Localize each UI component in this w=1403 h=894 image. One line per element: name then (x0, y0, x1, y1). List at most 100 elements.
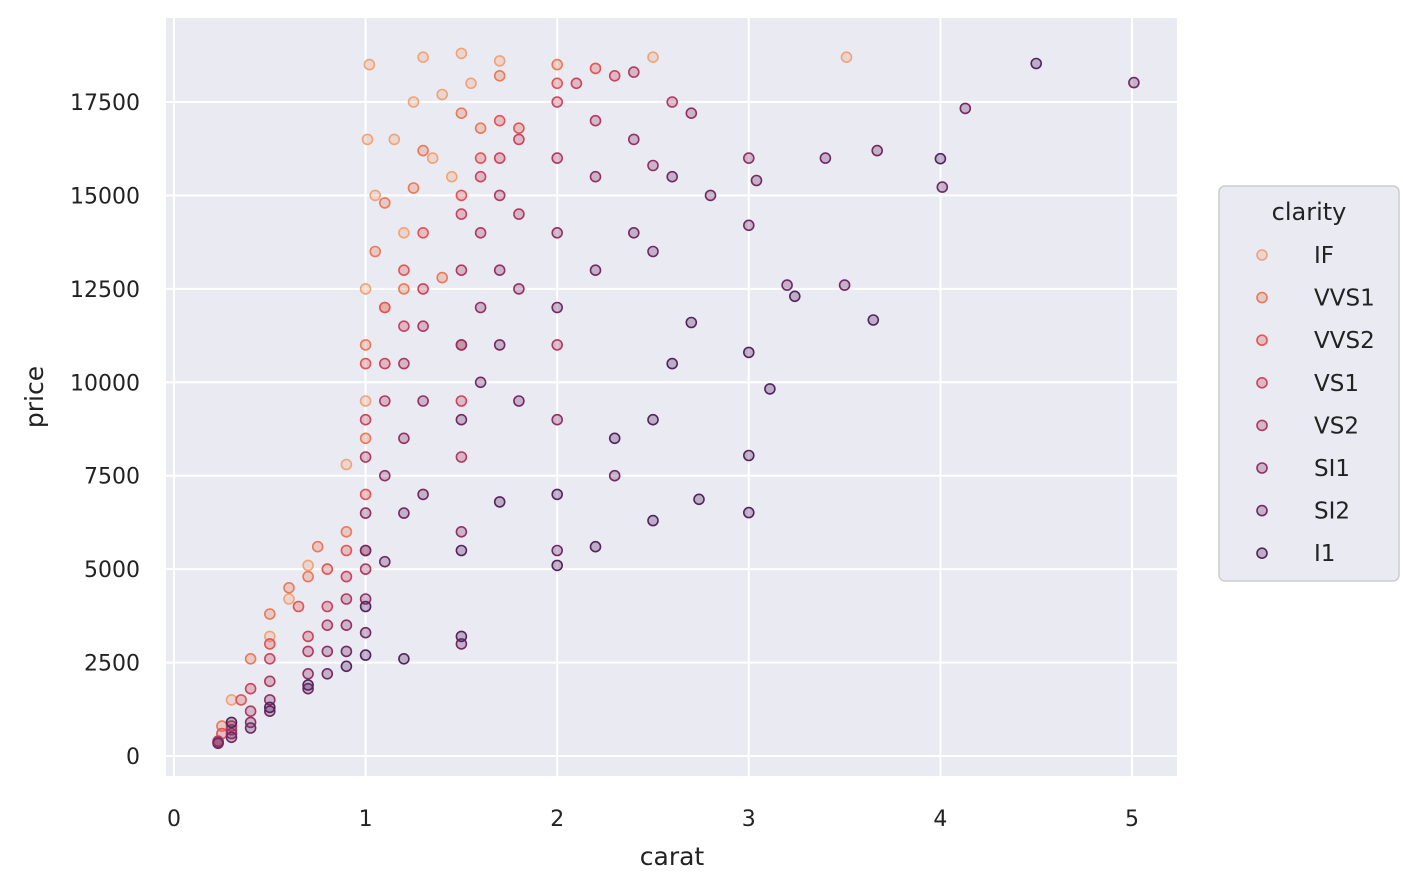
data-point (340, 619, 353, 632)
data-point (225, 731, 238, 744)
data-point (551, 488, 564, 501)
data-point (340, 645, 353, 658)
data-point (225, 727, 238, 740)
data-point (340, 593, 353, 605)
data-point (781, 279, 793, 291)
data-point (212, 737, 224, 750)
y-tick-label: 10000 (70, 371, 140, 396)
data-point (359, 395, 372, 407)
legend-frame (1218, 185, 1400, 582)
legend-marker (1256, 419, 1268, 432)
legend-marker (1256, 462, 1268, 474)
data-point (292, 600, 305, 613)
data-point (436, 271, 449, 284)
data-point (302, 667, 314, 680)
grid-lines (166, 18, 1177, 776)
y-tick-label: 0 (126, 745, 140, 770)
x-tick-label: 3 (742, 807, 756, 832)
data-point (647, 245, 659, 258)
data-point (742, 346, 755, 359)
data-point (407, 182, 420, 194)
data-point (666, 357, 679, 370)
data-point (493, 496, 506, 508)
data-point (359, 649, 372, 661)
data-point (407, 96, 420, 108)
data-point (493, 70, 506, 82)
data-point (340, 458, 353, 471)
plot-background (166, 18, 1177, 776)
data-point (589, 540, 602, 553)
data-point (685, 316, 698, 329)
data-point (225, 716, 238, 729)
data-point (589, 170, 602, 183)
data-point (551, 227, 564, 239)
data-point (340, 660, 353, 673)
y-tick-label: 17500 (70, 91, 140, 116)
data-point (359, 544, 372, 557)
data-point (361, 133, 374, 146)
data-point (589, 114, 602, 127)
data-point (474, 376, 487, 389)
data-point (321, 563, 334, 575)
data-point (493, 264, 506, 277)
data-point (378, 555, 391, 568)
legend-label: SI2 (1314, 499, 1350, 525)
data-point (263, 652, 276, 665)
data-point (340, 570, 353, 583)
data-point (417, 320, 429, 333)
data-point (936, 181, 949, 193)
data-point (398, 357, 410, 370)
data-point (378, 301, 391, 314)
data-point (426, 152, 439, 164)
data-point (417, 227, 429, 239)
x-axis-ticks: 0 1 2 3 4 5 (167, 807, 1139, 832)
data-point (647, 413, 659, 426)
data-point (283, 581, 295, 594)
data-point (474, 170, 487, 183)
data-point (465, 77, 477, 90)
data-point (871, 144, 884, 157)
data-point (742, 219, 755, 232)
x-tick-label: 5 (1125, 807, 1139, 832)
data-point (693, 493, 705, 506)
data-point (378, 197, 391, 209)
data-point (398, 507, 410, 519)
data-point (302, 559, 314, 572)
y-axis-ticks: 0 2500 5000 7500 10000 12500 15000 17500 (70, 91, 140, 770)
data-point (302, 570, 314, 583)
data-point (685, 107, 698, 119)
legend-title: clarity (1272, 198, 1347, 226)
legend-label: IF (1314, 243, 1334, 269)
x-tick-label: 1 (359, 807, 373, 832)
data-point (551, 339, 564, 351)
data-point (750, 174, 763, 187)
data-point (283, 593, 295, 605)
data-point (608, 432, 621, 445)
data-point (417, 395, 429, 407)
data-point (263, 675, 276, 688)
data-point (551, 544, 564, 557)
legend-label: VVS2 (1314, 328, 1375, 354)
data-point (263, 701, 276, 714)
data-point (867, 314, 880, 326)
data-point (647, 51, 659, 64)
data-point (359, 626, 372, 639)
data-point (302, 682, 314, 695)
data-point (359, 600, 372, 613)
y-tick-label: 7500 (84, 465, 140, 490)
data-point (455, 544, 468, 557)
data-point (666, 96, 679, 108)
data-point (378, 395, 391, 407)
data-point (788, 290, 801, 303)
data-point (493, 55, 506, 67)
data-point (455, 395, 468, 407)
data-point (417, 283, 429, 295)
legend-label: I1 (1314, 541, 1335, 567)
y-tick-label: 12500 (70, 278, 140, 303)
data-point (359, 432, 372, 445)
legend-label: VVS1 (1314, 286, 1375, 312)
data-point (398, 227, 410, 239)
y-axis-label: price (20, 366, 49, 428)
data-point (493, 189, 506, 202)
